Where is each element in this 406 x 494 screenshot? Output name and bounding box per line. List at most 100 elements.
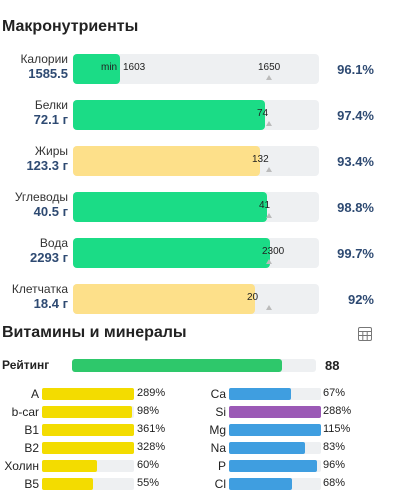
macro-row: Вода 2293 г 2300 99.7% bbox=[0, 236, 406, 284]
nutrient-label: B1 bbox=[24, 423, 39, 437]
macro-row: Калории 1585.5 min 1603 1650 96.1% bbox=[0, 52, 406, 100]
macro-bar bbox=[73, 146, 319, 176]
macro-value: 123.3 г bbox=[26, 158, 68, 173]
max-marker-icon bbox=[266, 213, 272, 218]
nutrient-bar-fill bbox=[229, 478, 292, 490]
vitamins-title: Витамины и минералы bbox=[2, 324, 187, 341]
macro-name: Белки bbox=[34, 98, 68, 112]
nutrient-percent: 289% bbox=[137, 387, 166, 399]
nutrient-percent: 288% bbox=[323, 405, 352, 417]
macro-value: 72.1 г bbox=[33, 112, 68, 127]
macro-name: Углеводы bbox=[14, 190, 68, 204]
macro-row: Углеводы 40.5 г 41 98.8% bbox=[0, 190, 406, 238]
nutrient-bar-fill bbox=[42, 442, 134, 454]
nutrient-percent: 55% bbox=[137, 477, 160, 489]
nutrient-percent: 115% bbox=[323, 423, 351, 435]
nutrient-percent: 68% bbox=[323, 477, 346, 489]
nutrient-bar bbox=[42, 442, 134, 454]
macro-percent: 97.4% bbox=[337, 108, 374, 123]
macro-bar bbox=[73, 238, 319, 268]
macro-target: 1603 bbox=[123, 62, 146, 73]
macro-target: 132 bbox=[252, 154, 269, 165]
nutrient-bar-fill bbox=[42, 478, 93, 490]
nutrient-label: Ca bbox=[210, 387, 226, 401]
nutrient-label: b-car bbox=[11, 405, 39, 419]
macro-percent: 96.1% bbox=[337, 62, 374, 77]
nutrient-bar-fill bbox=[42, 424, 134, 436]
macro-value: 18.4 г bbox=[33, 296, 68, 311]
nutrient-bar-fill bbox=[229, 388, 291, 400]
rating-bar bbox=[72, 359, 316, 372]
macro-name: Клетчатка bbox=[11, 282, 68, 296]
macros-title: Макронутриенты bbox=[2, 18, 139, 35]
macro-percent: 93.4% bbox=[337, 154, 374, 169]
macro-target: 41 bbox=[259, 200, 271, 211]
macro-value: 1585.5 bbox=[28, 66, 68, 81]
nutrient-label: Mg bbox=[209, 423, 226, 437]
macro-max: 1650 bbox=[258, 62, 281, 73]
nutrient-label: A bbox=[30, 387, 39, 401]
macro-bar-fill bbox=[73, 192, 267, 222]
nutrient-percent: 60% bbox=[137, 459, 160, 471]
nutrient-bar bbox=[42, 460, 134, 472]
nutrient-label: Si bbox=[215, 405, 226, 419]
table-grid-icon[interactable] bbox=[358, 327, 372, 341]
nutrient-bar bbox=[229, 442, 321, 454]
nutrient-percent: 361% bbox=[137, 423, 166, 435]
macro-row: Белки 72.1 г 74 97.4% bbox=[0, 98, 406, 146]
nutrient-bar bbox=[229, 478, 321, 490]
macro-bar bbox=[73, 284, 319, 314]
macro-name: Вода bbox=[39, 236, 68, 250]
macro-bar-fill bbox=[73, 146, 260, 176]
nutrient-percent: 96% bbox=[323, 459, 346, 471]
max-marker-icon bbox=[266, 167, 272, 172]
max-marker-icon bbox=[266, 305, 272, 310]
nutrient-bar-fill bbox=[42, 406, 132, 418]
nutrient-bar-fill bbox=[229, 460, 317, 472]
nutrient-label: Na bbox=[210, 441, 226, 455]
nutrient-label: P bbox=[217, 459, 226, 473]
nutrient-bar bbox=[42, 478, 134, 490]
macro-min-label: min bbox=[101, 62, 118, 73]
nutrient-bar bbox=[229, 406, 321, 418]
nutrient-bar bbox=[229, 424, 321, 436]
macro-row: Жиры 123.3 г 132 93.4% bbox=[0, 144, 406, 192]
max-marker-icon bbox=[266, 121, 272, 126]
nutrient-bar-fill bbox=[229, 442, 305, 454]
rating-value: 88 bbox=[325, 358, 340, 373]
nutrient-bar-fill bbox=[42, 460, 97, 472]
max-marker-icon bbox=[266, 75, 272, 80]
nutrient-percent: 67% bbox=[323, 387, 346, 399]
macro-target: 74 bbox=[257, 108, 269, 119]
nutrient-label: Холин bbox=[4, 459, 39, 473]
macro-name: Жиры bbox=[34, 144, 68, 158]
nutrient-bar-fill bbox=[229, 424, 321, 436]
nutrient-bar bbox=[229, 388, 321, 400]
macro-bar-fill bbox=[73, 284, 255, 314]
macro-name: Калории bbox=[20, 52, 68, 66]
macro-value: 2293 г bbox=[30, 250, 68, 265]
nutrient-percent: 98% bbox=[137, 405, 160, 417]
macro-bar bbox=[73, 192, 319, 222]
macro-bar bbox=[73, 100, 319, 130]
nutrient-bar bbox=[42, 424, 134, 436]
macro-bar-fill bbox=[73, 100, 265, 130]
max-marker-icon bbox=[266, 259, 272, 264]
macro-row: Клетчатка 18.4 г 20 92% bbox=[0, 282, 406, 330]
nutrient-label: B5 bbox=[24, 477, 39, 491]
macro-bar-fill bbox=[73, 238, 270, 268]
nutrient-bar bbox=[229, 460, 321, 472]
rating-bar-fill bbox=[72, 359, 282, 372]
nutrient-label: B2 bbox=[24, 441, 39, 455]
macro-target: 20 bbox=[247, 292, 259, 303]
nutrient-bar bbox=[42, 406, 134, 418]
macro-percent: 92% bbox=[347, 292, 374, 307]
rating-label: Рейтинг bbox=[2, 358, 50, 372]
nutrient-label: Cl bbox=[214, 477, 226, 491]
macro-value: 40.5 г bbox=[33, 204, 68, 219]
macro-target: 2300 bbox=[262, 246, 285, 257]
nutrient-percent: 83% bbox=[323, 441, 346, 453]
macro-bar-fill bbox=[73, 54, 120, 84]
macro-bar bbox=[73, 54, 319, 84]
nutrient-bar-fill bbox=[229, 406, 321, 418]
